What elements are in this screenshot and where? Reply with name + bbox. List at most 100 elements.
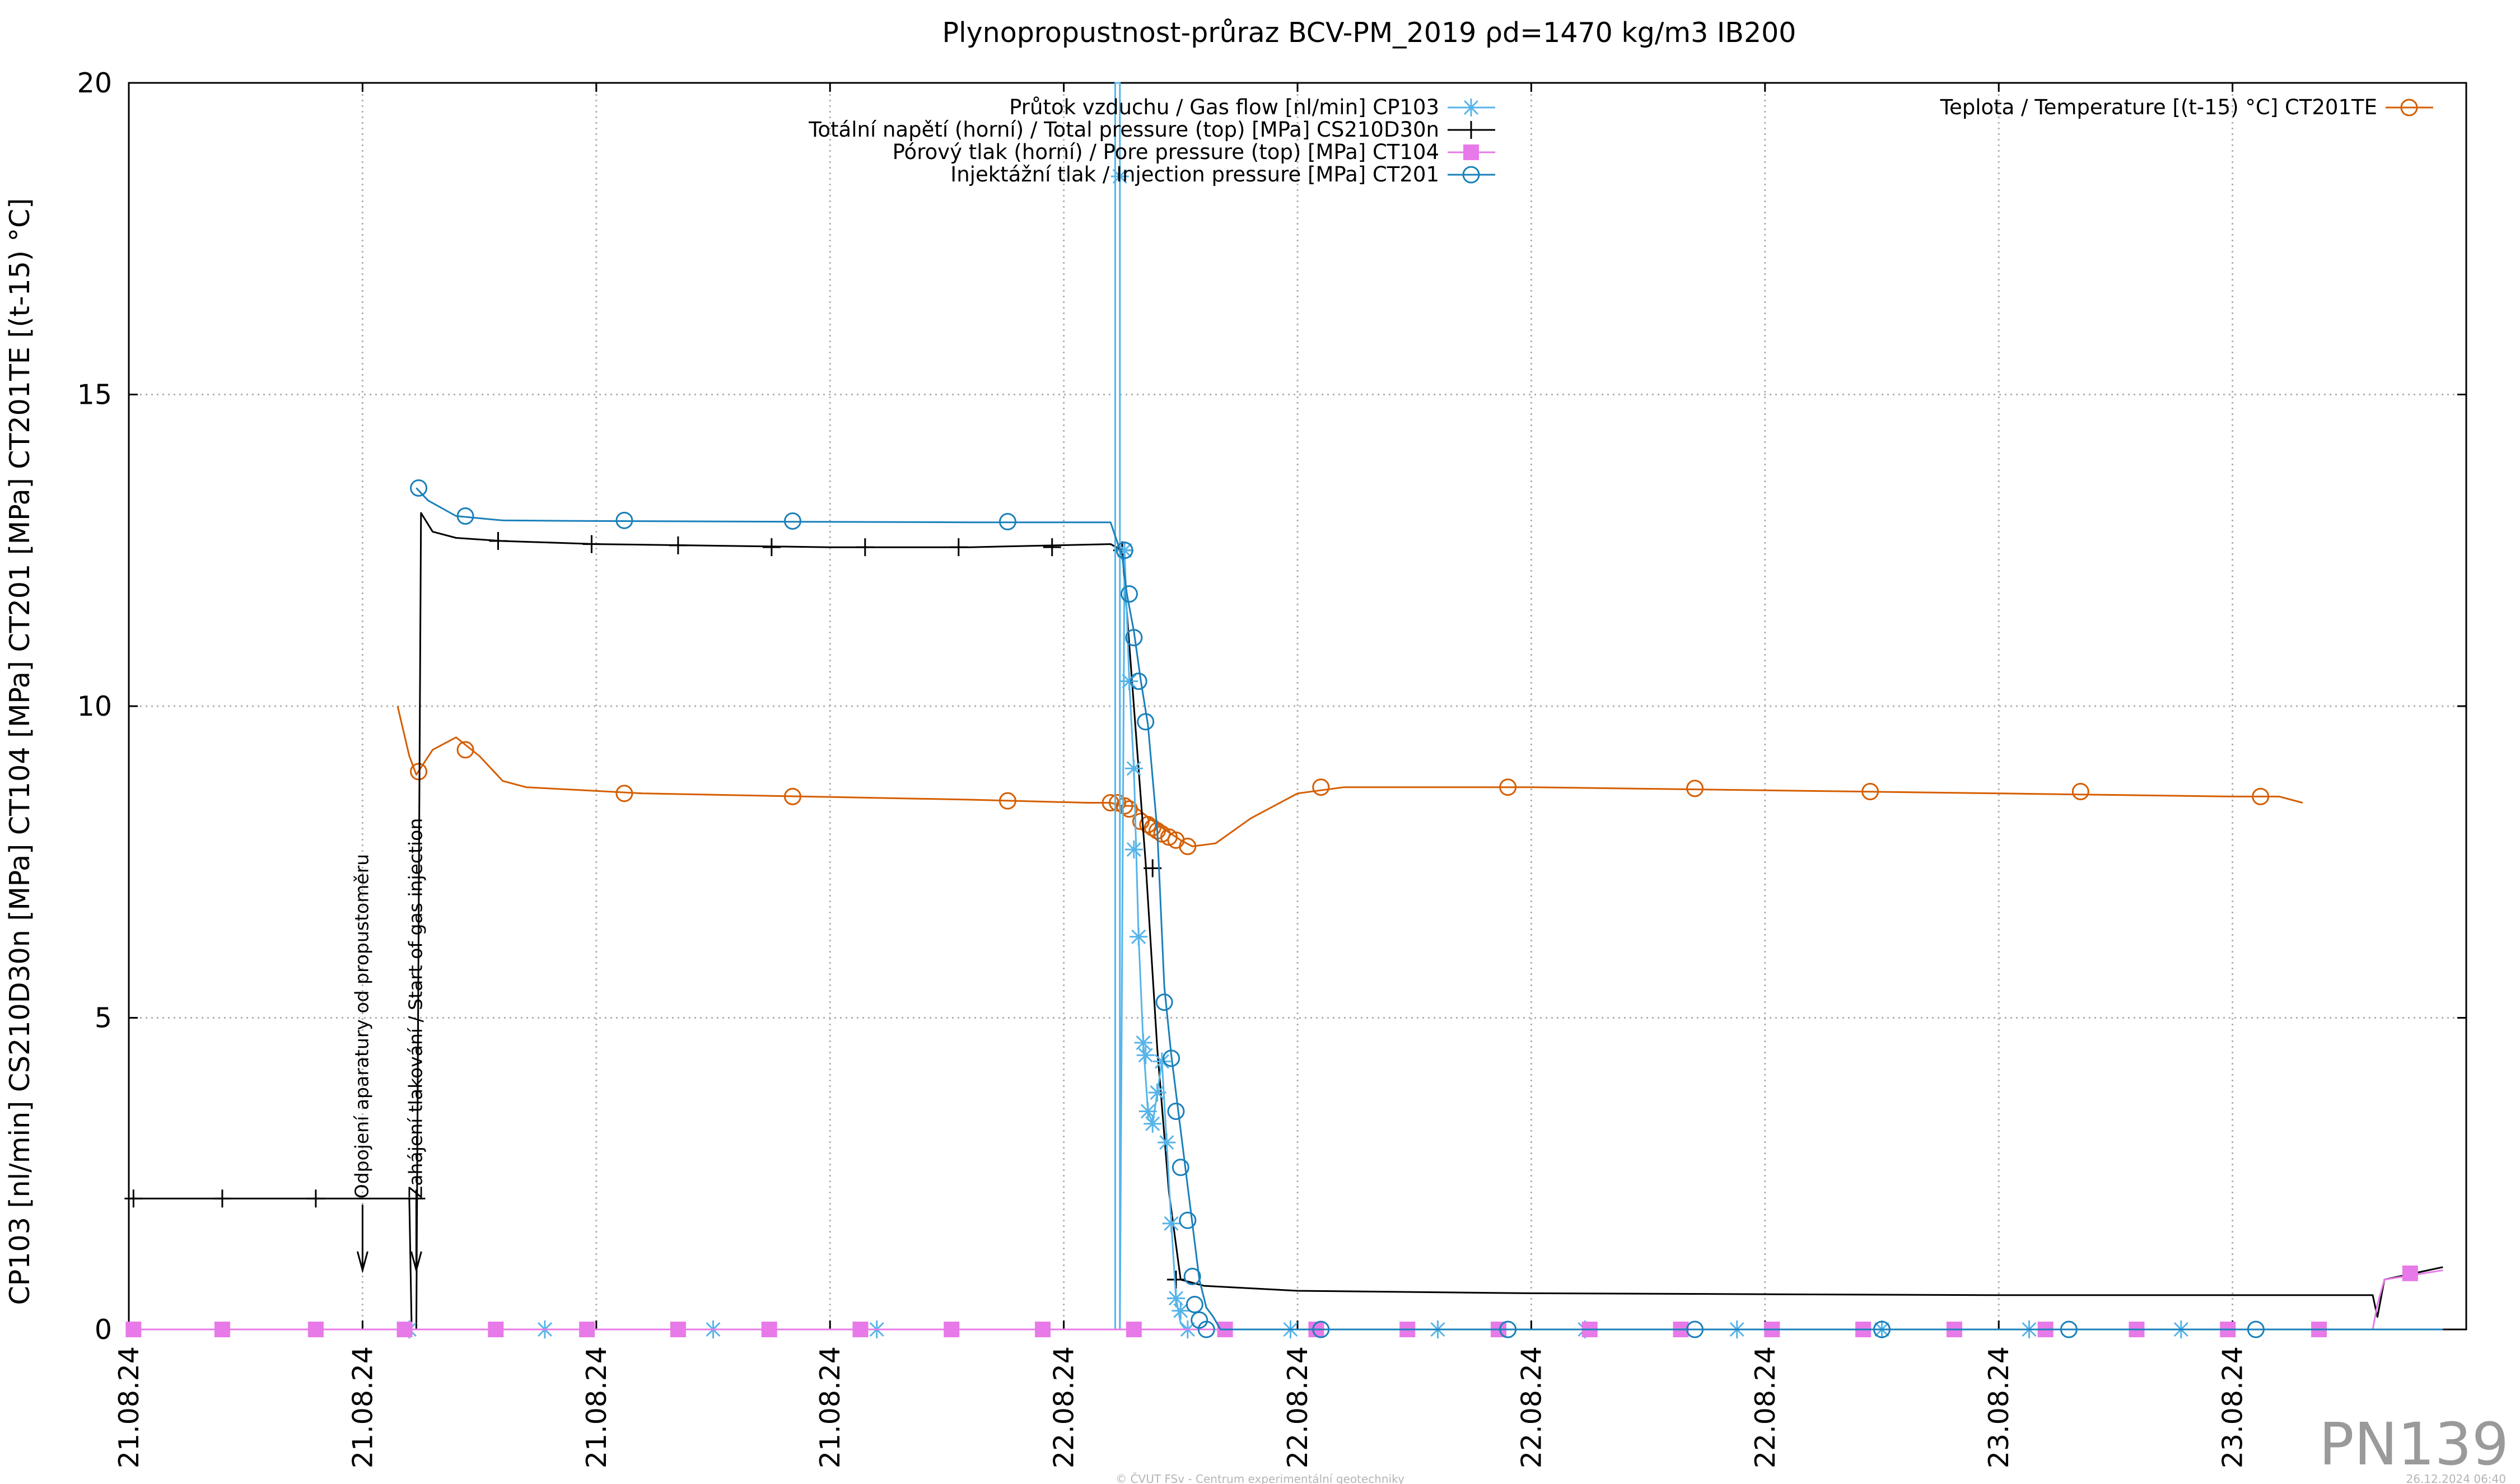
y-tick-label: 20: [77, 67, 112, 99]
series-marker: [1155, 993, 1173, 1011]
series-marker: [615, 785, 633, 802]
series-marker: [944, 1322, 960, 1337]
series-group: [125, 1265, 2443, 1337]
series-layer: [124, 82, 2443, 1338]
series-marker: [125, 1322, 142, 1337]
series-marker: [761, 1322, 777, 1337]
series-marker: [783, 787, 801, 805]
legend-marker: [2400, 99, 2418, 116]
series-group: [410, 479, 2443, 1338]
series-marker: [1137, 713, 1155, 731]
y-tick-label: 10: [77, 690, 112, 722]
series-marker: [407, 1189, 426, 1208]
x-tick-label: 21.08.24: [581, 1346, 613, 1468]
series-line: [129, 512, 2443, 1331]
series-marker: [1499, 1320, 1517, 1338]
legend-marker: [1462, 166, 1480, 184]
x-axis-ticks: 21.08.24 21.08.24 21.08.24 21.08.24 22.08.24…: [113, 83, 2249, 1468]
series-marker: [489, 532, 507, 550]
series-marker: [1110, 167, 1129, 185]
legend-marker: [1463, 144, 1479, 160]
series-marker: [213, 1189, 231, 1208]
annotation-label: Odpojení aparatury od propustoměru: [351, 854, 372, 1198]
annotation-label: Zahájení tlakování / Start of gas inject…: [404, 818, 426, 1199]
series-marker: [306, 1189, 325, 1208]
series-marker: [1312, 778, 1330, 796]
series-marker: [1179, 837, 1197, 855]
legend-marker: [1462, 99, 1480, 116]
annotation-arrowhead: [356, 1251, 368, 1274]
series-marker: [1158, 1133, 1176, 1152]
y-axis-label: CP103 [nl/min] CS210D30n [MPa] CT104 [MP…: [4, 198, 36, 1305]
series-marker: [582, 535, 601, 553]
x-tick-label: 22.08.24: [1749, 1346, 1781, 1468]
series-marker: [1116, 542, 1133, 559]
series-marker: [2402, 1265, 2418, 1281]
series-marker: [396, 1322, 413, 1337]
x-tick-label: 21.08.24: [347, 1346, 379, 1468]
legend-marker: [1462, 121, 1480, 139]
series-marker: [1499, 778, 1517, 796]
series-marker: [2060, 1320, 2078, 1338]
series-marker: [1102, 794, 1119, 812]
series-marker: [852, 1322, 869, 1337]
series-marker: [1116, 797, 1133, 815]
series-marker: [670, 1322, 686, 1337]
series-marker: [1312, 1320, 1330, 1338]
series-marker: [1166, 1289, 1185, 1308]
y-tick-label: 15: [77, 379, 112, 411]
series-marker: [615, 511, 633, 529]
series-marker: [2247, 1320, 2265, 1338]
series-marker: [410, 479, 428, 497]
series-marker: [783, 512, 801, 530]
y-axis-ticks: 0 5 10 15 20: [77, 67, 2466, 1346]
series-marker: [579, 1322, 595, 1337]
series-marker: [1126, 1322, 1142, 1337]
series-marker: [1120, 672, 1138, 690]
y-tick-label: 0: [95, 1314, 112, 1346]
series-marker: [488, 1322, 504, 1337]
series-marker: [1162, 1214, 1180, 1233]
series-marker: [1120, 800, 1138, 818]
series-marker: [856, 538, 874, 557]
series-marker: [1163, 1049, 1180, 1067]
series-group: [396, 706, 2303, 855]
series-marker: [1144, 819, 1161, 837]
series-marker: [456, 741, 474, 759]
series-marker: [1136, 1046, 1155, 1065]
series-marker: [1120, 585, 1138, 603]
series-marker: [456, 507, 474, 525]
series-marker: [1183, 1267, 1201, 1285]
series-marker: [1197, 1320, 1215, 1338]
series-marker: [307, 1322, 324, 1337]
series-marker: [762, 538, 781, 557]
series-marker: [1116, 541, 1134, 559]
series-marker: [1152, 1052, 1171, 1071]
series-group: [129, 82, 2443, 1338]
series-marker: [1167, 1102, 1185, 1120]
series-marker: [949, 538, 968, 557]
series-marker: [1172, 1159, 1189, 1177]
legend-label: Teplota / Temperature [(t-15) °C] CT201T…: [1940, 95, 2377, 119]
series-marker: [124, 1189, 143, 1208]
grid-lines: [129, 83, 2466, 1329]
series-line: [416, 487, 2443, 1331]
footer-timestamp: 26.12.2024 06:40: [2406, 1472, 2506, 1484]
series-marker: [1043, 538, 1061, 557]
series-marker: [1139, 815, 1157, 833]
series-marker: [1124, 840, 1143, 858]
legend-label: Pórový tlak (horní) / Pore pressure (top…: [893, 140, 1439, 164]
series-group: [124, 512, 2443, 1331]
station-badge: PN139: [2319, 1410, 2509, 1478]
series-marker: [1686, 1320, 1704, 1338]
x-tick-label: 23.08.24: [2217, 1346, 2249, 1468]
x-tick-label: 22.08.24: [1515, 1346, 1547, 1468]
series-marker: [1130, 927, 1148, 946]
legend-label: Totální napětí (horní) / Total pressure …: [808, 118, 1439, 142]
series-marker: [1148, 1084, 1166, 1102]
series-marker: [1686, 780, 1704, 797]
series-marker: [1861, 782, 1879, 800]
series-marker: [1134, 1034, 1152, 1052]
series-marker: [2071, 782, 2089, 800]
